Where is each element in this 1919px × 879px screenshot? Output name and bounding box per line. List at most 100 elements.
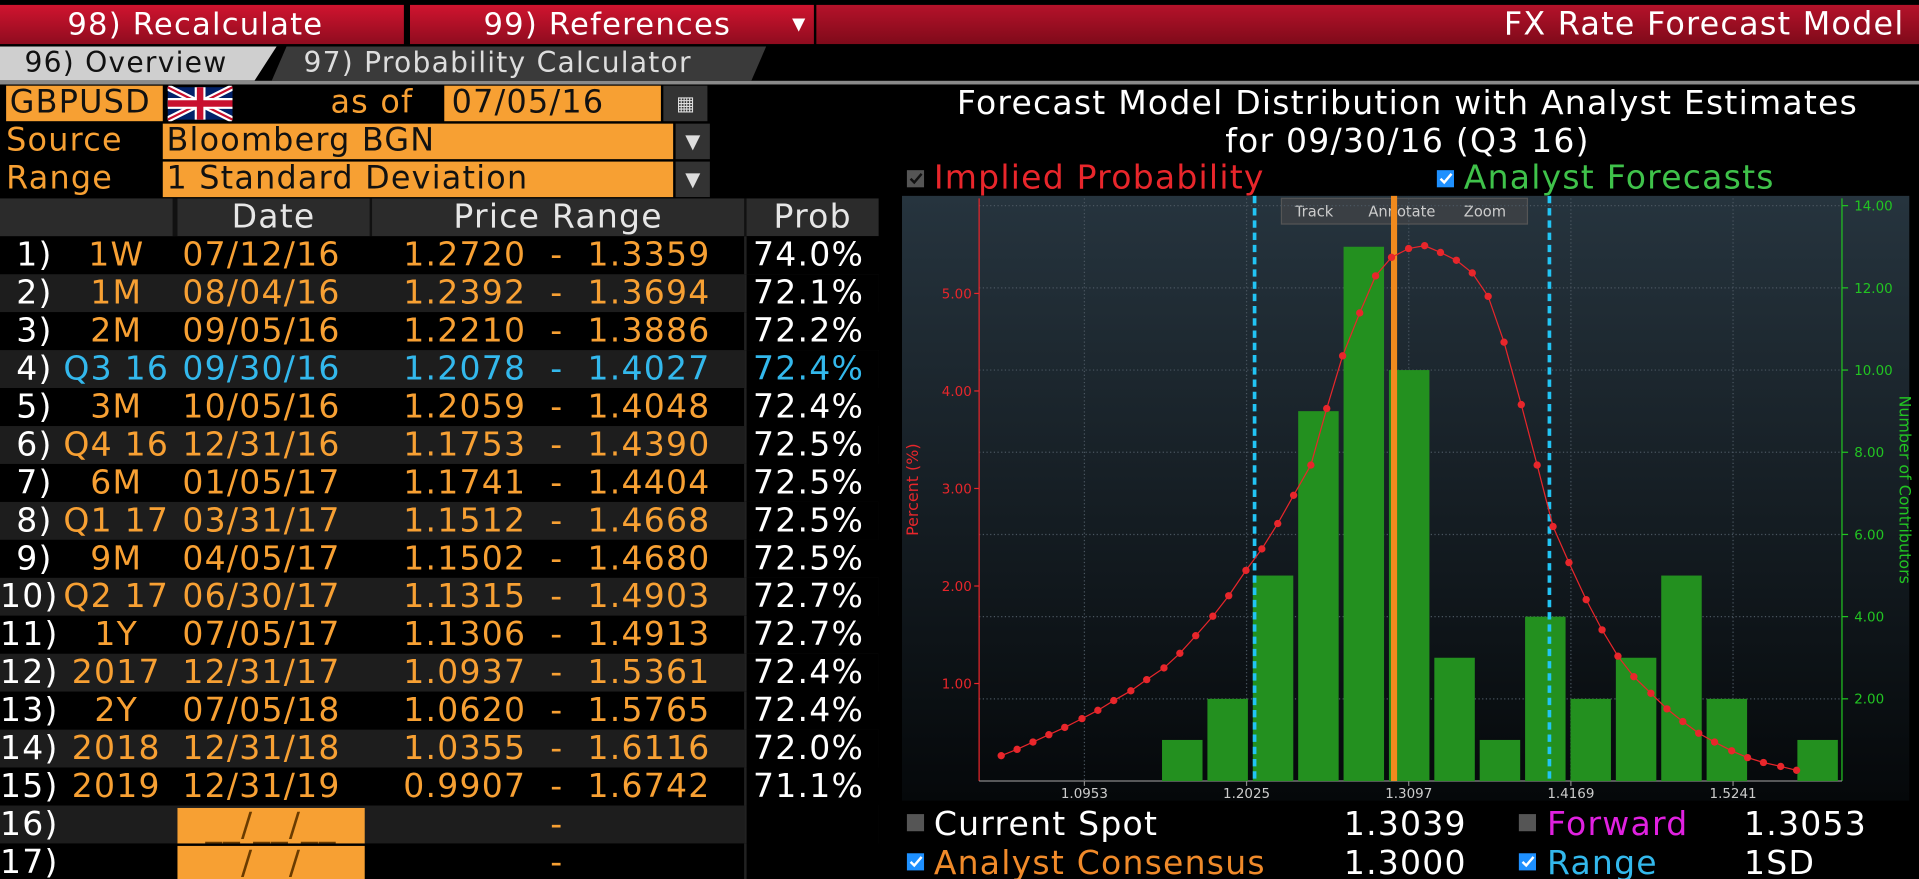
date-input: __/__/__ bbox=[177, 845, 365, 879]
row-number: 13) bbox=[0, 691, 58, 730]
x-tick-label: 1.5241 bbox=[1710, 787, 1757, 802]
source-field[interactable]: Bloomberg BGN bbox=[162, 123, 674, 160]
histogram-bar bbox=[1525, 616, 1566, 782]
probability: 72.4% bbox=[744, 388, 879, 427]
probability-point bbox=[1500, 338, 1508, 346]
tenor: 1W bbox=[88, 236, 145, 275]
table-row: 3) 2M 09/05/16 1.2210-1.3886 72.2% bbox=[0, 312, 879, 351]
price-high: 1.4027 bbox=[587, 350, 711, 389]
price-range: - bbox=[370, 843, 745, 879]
row-number: 14) bbox=[0, 729, 58, 768]
probability-point bbox=[1143, 675, 1151, 684]
as-of-label: as of bbox=[330, 85, 414, 122]
uk-flag bbox=[167, 85, 233, 122]
checkbox[interactable] bbox=[1436, 170, 1454, 188]
histogram-bar bbox=[1207, 698, 1248, 782]
price-separator: - bbox=[550, 805, 564, 844]
price-separator: - bbox=[550, 691, 564, 730]
tab-underline bbox=[0, 80, 1919, 85]
probability bbox=[744, 843, 879, 879]
row-number: 10) bbox=[0, 577, 58, 616]
price-range: 1.0355-1.6116 bbox=[370, 730, 745, 768]
chart-group: Forecast Model Distribution with Analyst… bbox=[902, 83, 1914, 879]
top-edge bbox=[0, 0, 1919, 5]
probability-point bbox=[1307, 461, 1315, 469]
table-row: 6) Q4 16 12/31/16 1.1753-1.4390 72.5% bbox=[0, 426, 879, 464]
price-high: 1.4048 bbox=[587, 388, 711, 427]
column-header: Price Range bbox=[369, 198, 745, 237]
range-field[interactable]: 1 Standard Deviation bbox=[162, 161, 674, 198]
row-number: 15) bbox=[0, 767, 58, 806]
source-dropdown[interactable]: ▼ bbox=[675, 123, 710, 160]
x-tick-label: 1.3097 bbox=[1385, 787, 1432, 802]
date: 03/31/17 bbox=[182, 501, 341, 540]
price-high: 1.6116 bbox=[587, 729, 711, 768]
row-number: 2) bbox=[16, 274, 53, 313]
price-separator: - bbox=[550, 653, 564, 692]
price-low: 1.2392 bbox=[403, 274, 527, 313]
price-range: 1.0937-1.5361 bbox=[370, 654, 745, 692]
date: 12/31/18 bbox=[182, 729, 341, 768]
checkbox[interactable] bbox=[1518, 814, 1536, 832]
price-low: 1.2720 bbox=[403, 236, 527, 275]
calendar-button[interactable]: ▦ bbox=[663, 85, 708, 122]
histogram-bar bbox=[1434, 657, 1475, 782]
probability-point bbox=[1258, 545, 1266, 553]
y-axis-label: Percent (%) bbox=[903, 443, 922, 535]
price-range: 1.2210-1.3886 bbox=[370, 312, 745, 350]
overview-tab[interactable]: 96) Overview bbox=[0, 46, 277, 81]
price-range: 1.2059-1.4048 bbox=[370, 388, 745, 426]
probability-point bbox=[1663, 705, 1671, 713]
price-range: - bbox=[370, 806, 745, 844]
forecast-table: Date Price Range Prob 1) 1W 07/12/16 1.2720-1.… bbox=[0, 198, 879, 879]
probability-point bbox=[1176, 649, 1184, 657]
table-row: 11) 1Y 07/05/17 1.1306-1.4913 72.7% bbox=[0, 615, 879, 654]
pair-field[interactable]: GBPUSD bbox=[6, 85, 163, 122]
probability-tab[interactable]: 97) Probability Calculator bbox=[271, 46, 767, 81]
recalculate-button[interactable]: 98) Recalculate bbox=[0, 4, 404, 45]
footer-value: 1.3000 bbox=[1344, 843, 1467, 879]
probability: 72.5% bbox=[744, 501, 879, 540]
check bbox=[909, 173, 923, 185]
y-tick-label: 3.00 bbox=[942, 482, 972, 497]
toolbar-item: Track bbox=[1294, 204, 1334, 221]
histogram-bar bbox=[1570, 698, 1611, 782]
source-label: Source bbox=[6, 123, 123, 160]
x-tick-label: 1.4169 bbox=[1547, 787, 1594, 802]
probability-point bbox=[1468, 269, 1476, 277]
checkbox[interactable] bbox=[906, 170, 925, 188]
checkbox[interactable] bbox=[1518, 853, 1536, 871]
checkbox[interactable] bbox=[906, 814, 925, 832]
date: 09/30/16 bbox=[182, 350, 341, 389]
date: 01/05/17 bbox=[182, 463, 341, 502]
tenor: 2Y bbox=[94, 691, 139, 730]
toolbar-item: Zoom bbox=[1464, 204, 1506, 221]
chart-panel: Forecast Model Distribution with Analyst… bbox=[902, 83, 1914, 879]
tenor: Q1 17 bbox=[63, 501, 170, 540]
row-number: 9) bbox=[16, 539, 53, 578]
probability: 72.1% bbox=[744, 274, 879, 313]
date: 12/31/17 bbox=[182, 653, 341, 692]
price-range: 1.1753-1.4390 bbox=[370, 426, 745, 464]
column-header: Prob bbox=[744, 198, 879, 237]
probability-point bbox=[1452, 256, 1461, 264]
probability: 72.5% bbox=[744, 463, 879, 502]
checkbox[interactable] bbox=[906, 853, 925, 871]
probability-point bbox=[1127, 687, 1135, 695]
probability: 72.2% bbox=[744, 312, 879, 351]
price-high: 1.4668 bbox=[587, 501, 711, 540]
range-dropdown[interactable]: ▼ bbox=[675, 161, 710, 198]
tenor: 3M bbox=[90, 388, 143, 427]
price-low: 1.2078 bbox=[403, 350, 527, 389]
references-button[interactable]: 99) References ▼ bbox=[410, 4, 814, 45]
price-low: 1.1512 bbox=[403, 501, 527, 540]
price-low: 1.1502 bbox=[403, 539, 527, 578]
table-row: 4) Q3 16 09/30/16 1.2078-1.4027 72.4% bbox=[0, 350, 879, 389]
as-of-field[interactable]: 07/05/16 bbox=[444, 85, 661, 122]
probability-point bbox=[1209, 612, 1217, 620]
probability-point bbox=[1549, 522, 1557, 531]
price-range: 1.2078-1.4027 bbox=[370, 350, 745, 388]
table-row: 9) 9M 04/05/17 1.1502-1.4680 72.5% bbox=[0, 539, 879, 578]
y-tick-label: 5.00 bbox=[942, 287, 972, 302]
